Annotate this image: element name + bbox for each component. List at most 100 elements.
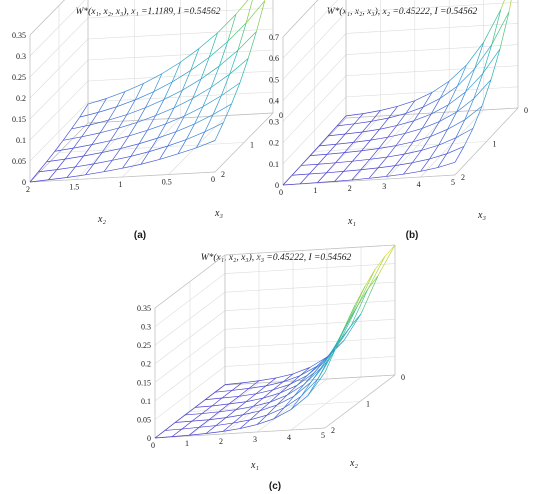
- mesh-segment: [91, 140, 111, 145]
- mesh-segment: [403, 141, 414, 155]
- z-tick-label: 0.05: [12, 157, 26, 166]
- mesh-segment: [122, 156, 132, 169]
- mesh-segment: [245, 393, 257, 403]
- mesh-segment: [448, 64, 467, 82]
- mesh-segment: [377, 156, 388, 169]
- mesh-segment: [414, 92, 433, 101]
- x-tick-label: 0.5: [162, 178, 172, 187]
- mesh-segment: [153, 81, 173, 93]
- mesh-segment: [192, 87, 212, 99]
- mesh-segment: [273, 407, 285, 419]
- mesh-segment: [204, 391, 216, 401]
- mesh-segment: [385, 165, 396, 177]
- mesh-segment: [269, 394, 288, 403]
- mesh-segment: [379, 125, 397, 130]
- mesh-segment: [269, 392, 281, 403]
- mesh-segment: [353, 139, 371, 143]
- mesh-segment: [421, 144, 439, 151]
- mesh-segment: [264, 0, 266, 1]
- mesh-segment: [317, 153, 328, 165]
- mesh-segment: [111, 148, 121, 161]
- mesh-segment: [420, 158, 430, 172]
- mesh-segment: [335, 133, 346, 145]
- mesh-segment: [457, 64, 467, 87]
- mesh-segment: [124, 83, 144, 92]
- mesh-segment: [283, 396, 302, 409]
- mesh-segment: [174, 414, 186, 423]
- mesh-segment: [324, 349, 336, 373]
- mesh-segment: [306, 365, 318, 376]
- mesh-segment: [221, 74, 230, 96]
- mesh-segment: [239, 424, 258, 429]
- mesh-segment: [326, 162, 336, 174]
- mesh-segment: [347, 286, 366, 323]
- mesh-segment: [202, 95, 222, 108]
- mesh-segment: [75, 155, 84, 168]
- mesh-segment: [192, 78, 202, 99]
- mesh-segment: [185, 123, 195, 140]
- mesh-segment: [89, 119, 109, 126]
- z-tick-label: 0.1: [141, 397, 151, 406]
- y-tick-label: 0: [524, 106, 528, 115]
- caption-c: (c): [269, 481, 281, 492]
- mesh-segment: [228, 396, 240, 405]
- mesh-segment: [413, 106, 424, 121]
- mesh-segment: [140, 159, 160, 165]
- mesh-segment: [101, 148, 121, 153]
- mesh-segment: [167, 131, 177, 147]
- mesh-segment: [465, 73, 484, 93]
- mesh-segment: [395, 162, 413, 166]
- mesh-segment: [214, 384, 226, 393]
- mesh-segment: [343, 313, 362, 341]
- z-tick-label: 0.35: [137, 304, 151, 313]
- mesh-segment: [369, 148, 380, 160]
- panel-b: W*(x₁, x₂, x₃), x₂ =0.45222, I =0.54562 …: [269, 0, 528, 241]
- mesh-segment: [335, 152, 345, 164]
- mesh-segment: [190, 48, 200, 71]
- mesh-segment: [309, 356, 328, 368]
- mesh-segment: [48, 169, 58, 180]
- mesh-segment: [157, 131, 177, 139]
- x-axis-label-b: x₁: [347, 216, 356, 227]
- mesh-segment: [439, 85, 458, 99]
- mesh-segment: [83, 144, 93, 157]
- y-axis-label-a: x₃: [214, 208, 223, 219]
- mesh-segment: [421, 136, 431, 151]
- mesh-segment: [368, 167, 379, 179]
- mesh-segment: [128, 129, 148, 137]
- z-tick-label: 0: [147, 434, 151, 443]
- mesh-segment: [48, 177, 68, 181]
- y-tick-label: 1: [493, 140, 497, 149]
- x-tick-label: 1.5: [69, 183, 79, 192]
- mesh-segment: [395, 133, 406, 146]
- mesh-segment: [198, 425, 217, 428]
- mesh-segment: [344, 123, 355, 135]
- mesh-segment: [377, 244, 396, 276]
- z-tick-label: 0.6: [269, 54, 279, 63]
- surface-mesh-b: [282, 0, 512, 186]
- mesh-segment: [508, 0, 512, 12]
- mesh-segment: [256, 0, 266, 32]
- tick-labels-b: 0 0.1 0.2 0.3 0.4 0.5 0.6 0.7 0 1 2 3 4 5 0 1 2: [269, 33, 528, 197]
- mesh-segment: [163, 81, 173, 100]
- y-floor-gridline: [189, 401, 361, 412]
- mesh-segment: [147, 123, 166, 131]
- mesh-segment: [191, 413, 203, 422]
- mesh-segment: [394, 153, 405, 166]
- mesh-segment: [431, 80, 450, 93]
- axis-line: [154, 254, 226, 309]
- mesh-segment: [455, 119, 466, 138]
- mesh-segment: [437, 161, 456, 168]
- mesh-segment: [429, 144, 439, 160]
- x-tick-label: 2: [219, 437, 223, 446]
- mesh-segment: [205, 431, 224, 434]
- mesh-segment: [202, 87, 212, 107]
- mesh-segment: [291, 165, 302, 176]
- mesh-segment: [371, 110, 381, 122]
- mesh-segment: [71, 124, 91, 130]
- mesh-segment: [248, 385, 267, 389]
- z-gridline: [154, 318, 396, 383]
- mesh-segment: [245, 397, 264, 403]
- z-tick-label: 0.35: [12, 31, 26, 40]
- mesh-segment: [499, 11, 510, 49]
